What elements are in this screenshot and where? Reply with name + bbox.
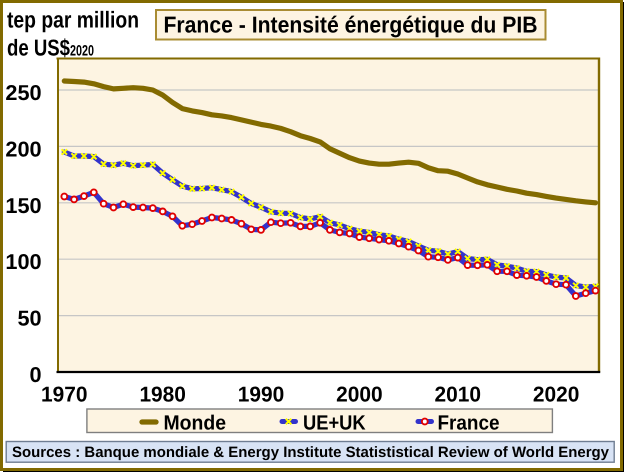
- svg-text:2020: 2020: [533, 382, 580, 406]
- svg-text:France: France: [438, 411, 500, 434]
- svg-text:tep par million: tep par million: [7, 7, 139, 33]
- svg-text:Sources : Banque mondiale & En: Sources : Banque mondiale & Energy Insti…: [12, 444, 610, 461]
- svg-text:1970: 1970: [41, 382, 88, 406]
- svg-text:1980: 1980: [139, 382, 186, 406]
- svg-text:50: 50: [18, 307, 42, 331]
- svg-text:0: 0: [30, 363, 42, 387]
- svg-text:200: 200: [5, 137, 41, 161]
- svg-text:de US$: de US$: [7, 34, 70, 60]
- svg-text:1990: 1990: [238, 382, 285, 406]
- svg-text:2000: 2000: [336, 382, 383, 406]
- svg-text:2020: 2020: [70, 42, 94, 59]
- svg-text:UE+UK: UE+UK: [303, 411, 366, 434]
- svg-text:2010: 2010: [435, 382, 482, 406]
- svg-text:France - Intensité énergétique: France - Intensité énergétique du PIB: [164, 12, 538, 38]
- svg-text:100: 100: [5, 250, 41, 274]
- svg-text:150: 150: [5, 194, 41, 218]
- svg-text:Monde: Monde: [164, 411, 227, 434]
- svg-text:250: 250: [5, 81, 41, 105]
